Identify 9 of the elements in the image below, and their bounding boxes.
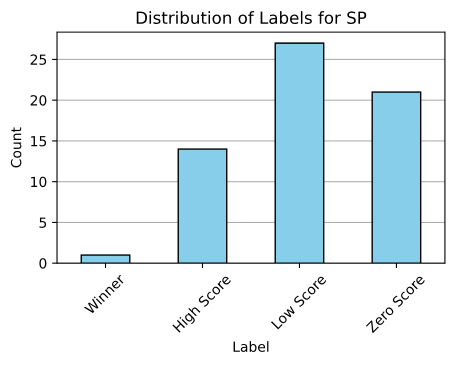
y-tick-label: 25 [30, 54, 46, 65]
y-tick-label: 10 [31, 176, 46, 188]
x-axis-title: Label [234, 341, 268, 352]
y-tick-label: 15 [31, 136, 46, 146]
y-tick-label: 5 [40, 218, 46, 228]
y-axis-title: Count [10, 127, 22, 168]
y-tick-label: 20 [30, 95, 46, 106]
y-tick-label: 0 [39, 258, 46, 269]
chart-title: Distribution of Labels for SP [136, 11, 366, 24]
